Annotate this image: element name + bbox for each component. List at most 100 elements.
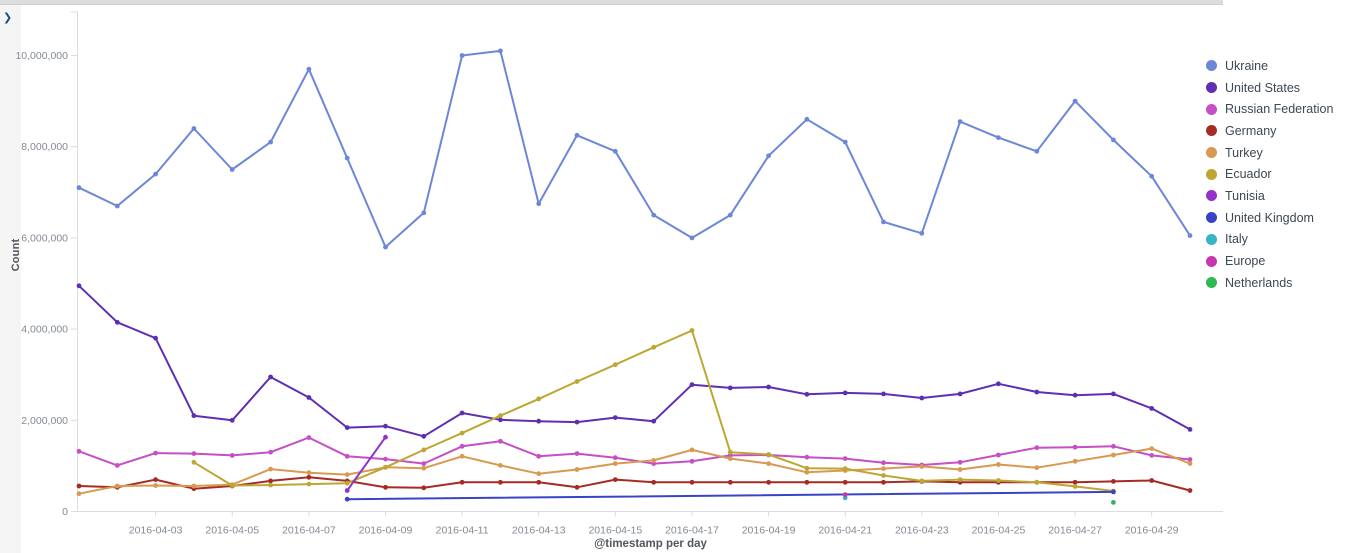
data-point[interactable] — [536, 471, 542, 477]
data-point[interactable] — [881, 219, 886, 225]
data-point[interactable] — [536, 479, 542, 485]
data-point[interactable] — [804, 479, 810, 485]
data-point[interactable] — [804, 391, 810, 397]
data-point[interactable] — [344, 453, 350, 459]
data-point[interactable] — [459, 453, 465, 459]
data-point[interactable] — [919, 478, 925, 484]
data-point[interactable] — [1187, 461, 1193, 466]
data-point[interactable] — [498, 413, 503, 419]
data-point[interactable] — [842, 466, 848, 471]
data-point[interactable] — [459, 410, 465, 416]
data-point[interactable] — [536, 453, 542, 459]
data-point[interactable] — [229, 453, 235, 458]
data-point[interactable] — [957, 467, 963, 472]
data-point[interactable] — [498, 48, 503, 54]
data-point[interactable] — [459, 443, 465, 449]
data-point[interactable] — [1034, 465, 1040, 471]
data-point[interactable] — [153, 477, 159, 482]
data-point[interactable] — [76, 283, 82, 289]
data-point[interactable] — [612, 415, 618, 420]
data-point[interactable] — [804, 454, 810, 460]
data-point[interactable] — [689, 447, 695, 453]
data-point[interactable] — [383, 434, 388, 440]
data-point[interactable] — [612, 461, 618, 466]
data-point[interactable] — [804, 469, 810, 475]
data-point[interactable] — [574, 484, 580, 490]
data-point[interactable] — [536, 418, 542, 424]
data-point[interactable] — [574, 451, 580, 456]
data-point[interactable] — [957, 119, 963, 124]
data-point[interactable] — [1149, 173, 1155, 179]
data-point[interactable] — [1149, 406, 1155, 411]
data-point[interactable] — [881, 479, 886, 485]
data-point[interactable] — [1072, 392, 1078, 398]
data-point[interactable] — [421, 433, 427, 439]
legend-item-united-kingdom[interactable]: United Kingdom — [1206, 207, 1352, 229]
data-point[interactable] — [574, 379, 580, 384]
data-point[interactable] — [574, 467, 580, 472]
data-point[interactable] — [651, 479, 657, 485]
data-point[interactable] — [766, 384, 771, 390]
data-point[interactable] — [268, 139, 273, 145]
data-point[interactable] — [727, 385, 733, 391]
data-point[interactable] — [153, 483, 159, 488]
data-point[interactable] — [996, 462, 1001, 467]
data-point[interactable] — [689, 458, 695, 464]
data-point[interactable] — [536, 396, 542, 402]
data-point[interactable] — [689, 328, 695, 333]
data-point[interactable] — [842, 139, 848, 145]
data-point[interactable] — [1111, 489, 1116, 495]
data-point[interactable] — [1072, 98, 1078, 104]
data-point[interactable] — [881, 473, 886, 478]
data-point[interactable] — [1187, 233, 1193, 239]
data-point[interactable] — [114, 319, 120, 325]
data-point[interactable] — [881, 466, 886, 471]
data-point[interactable] — [804, 116, 810, 122]
data-point[interactable] — [804, 465, 810, 471]
data-point[interactable] — [881, 460, 886, 466]
data-point[interactable] — [689, 235, 695, 241]
legend-item-europe[interactable]: Europe — [1206, 250, 1352, 272]
legend-item-united-states[interactable]: United States — [1206, 77, 1352, 99]
data-point[interactable] — [651, 212, 657, 218]
data-point[interactable] — [344, 480, 350, 486]
data-point[interactable] — [689, 479, 695, 485]
data-point[interactable] — [996, 452, 1001, 458]
legend-item-turkey[interactable]: Turkey — [1206, 142, 1352, 164]
data-point[interactable] — [1072, 479, 1078, 485]
data-point[interactable] — [344, 472, 350, 477]
data-point[interactable] — [957, 459, 963, 465]
expand-panel-chevron-icon[interactable]: ❯ — [3, 12, 13, 24]
data-point[interactable] — [766, 452, 771, 457]
data-point[interactable] — [498, 479, 503, 485]
data-point[interactable] — [268, 449, 273, 455]
data-point[interactable] — [727, 456, 733, 461]
data-point[interactable] — [268, 482, 273, 488]
data-point[interactable] — [651, 458, 657, 463]
data-point[interactable] — [919, 395, 925, 401]
data-point[interactable] — [114, 463, 120, 468]
data-point[interactable] — [344, 488, 350, 493]
data-point[interactable] — [76, 483, 82, 489]
data-point[interactable] — [306, 481, 312, 487]
data-point[interactable] — [191, 483, 197, 489]
legend-item-tunisia[interactable]: Tunisia — [1206, 185, 1352, 207]
data-point[interactable] — [344, 155, 350, 161]
data-point[interactable] — [881, 391, 886, 397]
data-point[interactable] — [689, 382, 695, 388]
data-point[interactable] — [766, 479, 771, 485]
data-point[interactable] — [996, 135, 1001, 141]
legend-item-netherlands[interactable]: Netherlands — [1206, 272, 1352, 294]
data-point[interactable] — [612, 362, 618, 368]
data-point[interactable] — [536, 201, 542, 207]
data-point[interactable] — [498, 463, 503, 468]
data-point[interactable] — [459, 53, 465, 58]
data-point[interactable] — [842, 390, 848, 396]
data-point[interactable] — [651, 344, 657, 350]
data-point[interactable] — [344, 496, 350, 502]
data-point[interactable] — [306, 474, 312, 480]
data-point[interactable] — [459, 430, 465, 436]
data-point[interactable] — [1111, 443, 1116, 449]
data-point[interactable] — [421, 447, 427, 453]
data-point[interactable] — [383, 244, 388, 250]
